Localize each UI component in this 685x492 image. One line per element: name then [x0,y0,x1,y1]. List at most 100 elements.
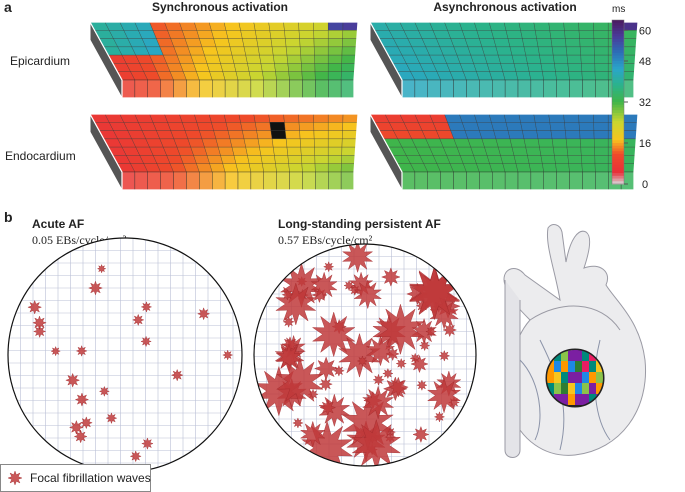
cell [313,21,329,31]
cell [199,38,217,48]
cell [301,163,316,173]
cell [213,130,231,140]
patch-cell [561,361,573,372]
focal-wave [353,279,383,310]
cell [495,138,513,148]
cell [498,146,515,156]
cell [201,138,219,148]
cell-front [569,171,583,191]
cell-front [328,79,342,99]
cell-front [466,79,480,99]
cell [444,113,463,123]
focal-wave [141,437,154,450]
cell [548,21,565,31]
focal-wave [7,470,23,486]
cell [314,155,329,164]
colorbar-segment [612,96,624,100]
cell [285,38,301,48]
cell-front [440,171,454,191]
colorbar-segment [612,175,624,180]
cell [479,38,497,48]
focal-wave [132,313,145,327]
cell [245,146,262,156]
cell [461,122,480,131]
cell [505,30,523,39]
cell [520,30,537,39]
focal-wave [50,345,61,357]
cell-front [212,79,226,99]
cell-front [212,171,226,191]
cell [215,138,233,148]
cell [488,113,507,123]
focal-wave [73,429,88,444]
cell [564,30,580,39]
cell [568,163,583,173]
cell [549,122,566,131]
cell [470,54,488,64]
cell-front [479,79,493,99]
cell [184,130,203,140]
legend-marker [7,470,23,486]
colorbar-segment [612,50,624,54]
cell [196,71,213,81]
cell [287,155,303,164]
cell [476,122,494,131]
column-title: Asynchronous activation [433,0,576,14]
colorbar-segment [612,28,624,32]
cell [548,113,565,123]
cell [187,138,205,148]
cell-front [595,171,609,191]
cell [179,21,197,31]
cell [271,138,288,148]
colorbar-segment [612,162,624,166]
cell [467,46,485,56]
patch-cell [575,361,588,372]
cell [193,63,210,72]
cell [184,38,203,48]
cell [527,155,543,164]
cell-front [173,171,187,191]
cell [299,130,315,140]
heart [503,224,647,458]
cell [328,38,343,48]
cell-front [340,79,355,99]
cell [286,146,302,156]
map-subtitle: 0.57 EBs/cycle/cm² [278,233,373,247]
cell-front [186,79,200,99]
colorbar-segment [612,47,624,51]
focal-wave [365,335,396,367]
colorbar-segment [612,58,624,62]
cell [593,130,609,140]
colorbar-segment [612,112,624,117]
cell [594,138,609,148]
colorbar-segment [612,118,624,122]
cell [476,71,493,81]
focal-wave [387,376,409,398]
patch-cell [568,394,576,405]
cell [275,71,290,81]
cell [522,130,539,140]
focal-wave [362,385,395,420]
patch-cell [561,372,569,383]
fibrillation-maps [7,237,477,473]
focal-wave [376,303,425,355]
cell [260,63,276,72]
focal-wave [425,325,437,338]
cell [196,163,213,173]
cell-front [134,79,148,99]
patch-cell [575,383,586,394]
cell [581,71,596,81]
cell [328,113,344,123]
cell [328,163,342,173]
colorbar-segment [612,134,624,139]
cell [220,155,237,164]
colorbar-segment [612,99,624,103]
cell [285,130,301,140]
cell [539,146,555,156]
cell-front [276,171,290,191]
cell [253,113,270,123]
legend-box [0,464,151,492]
cell [223,113,241,123]
cell [622,130,638,140]
focal-wave [140,301,153,313]
